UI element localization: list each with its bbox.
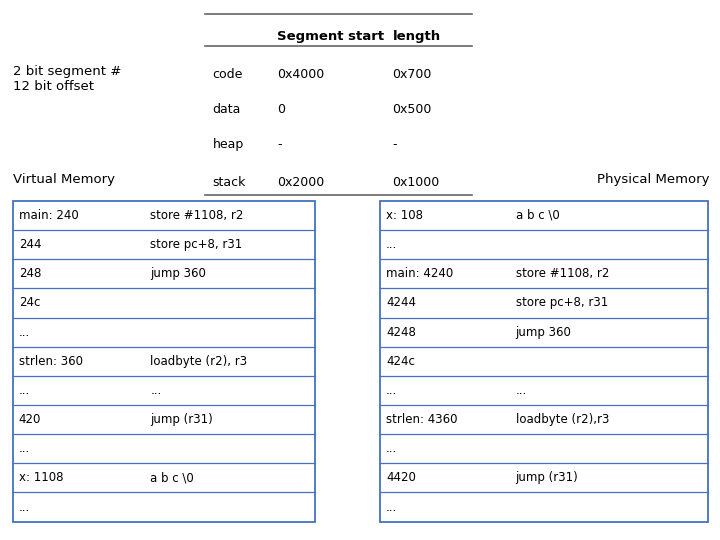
Text: 24c: 24c	[19, 296, 40, 309]
Text: -: -	[392, 138, 397, 151]
Text: 2 bit segment #
12 bit offset: 2 bit segment # 12 bit offset	[13, 65, 122, 93]
Text: ...: ...	[386, 442, 397, 455]
Text: 0x700: 0x700	[392, 68, 432, 80]
Text: ...: ...	[150, 384, 161, 397]
Text: ...: ...	[19, 442, 30, 455]
Text: ...: ...	[516, 384, 527, 397]
Text: ...: ...	[19, 384, 30, 397]
Text: ...: ...	[386, 501, 397, 514]
Text: jump 360: jump 360	[150, 267, 206, 280]
Text: store #1108, r2: store #1108, r2	[150, 209, 243, 222]
Text: 0x4000: 0x4000	[277, 68, 325, 80]
Text: Virtual Memory: Virtual Memory	[13, 173, 115, 186]
Text: loadbyte (r2),r3: loadbyte (r2),r3	[516, 413, 609, 426]
Text: strlen: 4360: strlen: 4360	[386, 413, 457, 426]
Text: 4420: 4420	[386, 471, 415, 484]
Text: 4248: 4248	[386, 326, 415, 339]
Text: main: 240: main: 240	[19, 209, 78, 222]
Text: data: data	[212, 103, 240, 116]
Text: ...: ...	[386, 238, 397, 251]
Bar	[13, 201, 315, 522]
Text: store pc+8, r31: store pc+8, r31	[516, 296, 608, 309]
Text: 0x1000: 0x1000	[392, 176, 440, 188]
Text: code: code	[212, 68, 243, 80]
Text: jump (r31): jump (r31)	[516, 471, 578, 484]
Text: heap: heap	[212, 138, 243, 151]
Text: 424c: 424c	[386, 355, 415, 368]
Text: Segment start: Segment start	[277, 30, 384, 43]
Text: store pc+8, r31: store pc+8, r31	[150, 238, 243, 251]
Text: ...: ...	[19, 326, 30, 339]
Text: store #1108, r2: store #1108, r2	[516, 267, 609, 280]
Text: a b c \0: a b c \0	[150, 471, 194, 484]
Text: x: 1108: x: 1108	[19, 471, 63, 484]
Text: 4244: 4244	[386, 296, 416, 309]
Text: Physical Memory: Physical Memory	[597, 173, 709, 186]
Bar	[380, 201, 708, 522]
Text: strlen: 360: strlen: 360	[19, 355, 83, 368]
Text: 0x500: 0x500	[392, 103, 432, 116]
Text: 420: 420	[19, 413, 41, 426]
Text: -: -	[277, 138, 282, 151]
Text: ...: ...	[386, 384, 397, 397]
Text: main: 4240: main: 4240	[386, 267, 453, 280]
Text: a b c \0: a b c \0	[516, 209, 559, 222]
Text: loadbyte (r2), r3: loadbyte (r2), r3	[150, 355, 248, 368]
Text: ...: ...	[19, 501, 30, 514]
Text: x: 108: x: 108	[386, 209, 423, 222]
Text: stack: stack	[212, 176, 246, 188]
Text: 0x2000: 0x2000	[277, 176, 325, 188]
Text: 248: 248	[19, 267, 41, 280]
Text: 0: 0	[277, 103, 285, 116]
Text: length: length	[392, 30, 441, 43]
Text: 244: 244	[19, 238, 41, 251]
Text: jump (r31): jump (r31)	[150, 413, 213, 426]
Text: jump 360: jump 360	[516, 326, 572, 339]
